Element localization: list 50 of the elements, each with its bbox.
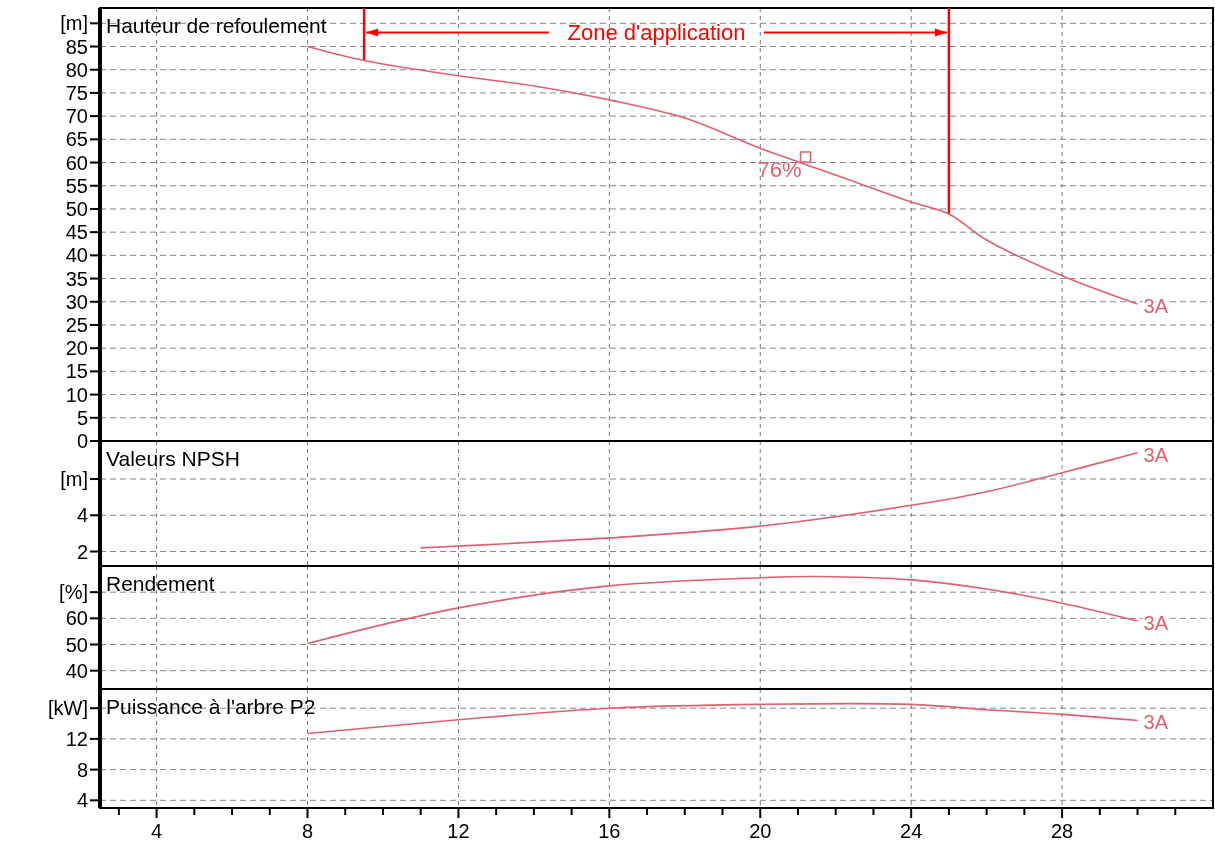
chart-title: Valeurs NPSH [106,447,240,471]
chart-title: Puissance à l'arbre P2 [106,695,316,719]
y-tick-label: 8 [76,758,88,781]
annotation: Zone d'application [567,20,746,46]
series-label: 3A [1143,711,1169,734]
y-tick-label: 45 [65,221,88,244]
y-tick-label: 12 [65,727,88,750]
line-series [419,451,1139,549]
y-tick-label: 0 [76,430,88,452]
y-tick-label: 40 [65,659,88,682]
chart-title: Hauteur de refoulement [106,14,327,38]
y-tick-label: [m] [60,12,88,35]
line-series [306,45,1139,305]
series-label: 3A [1143,295,1169,318]
y-tick-label: 55 [65,174,88,197]
series-label: 3A [1143,611,1169,634]
x-tick-label: 24 [900,820,923,842]
x-tick-label: 16 [598,820,621,842]
y-tick-label: 4 [76,789,88,812]
y-tick-label: 10 [65,383,88,406]
y-tick-label: 85 [65,35,88,58]
y-tick-label: [m] [60,468,88,491]
y-tick-label: 80 [65,58,88,81]
y-tick-label: 60 [65,607,88,630]
y-tick-label: 20 [65,337,88,360]
y-tick-label: 75 [65,81,88,104]
y-tick-label: 15 [65,360,88,383]
y-tick-label: 50 [65,197,88,220]
chart-title: Rendement [106,572,215,596]
y-tick-label: [%] [59,581,88,604]
x-tick-label: 8 [301,820,314,842]
y-tick-label: 60 [65,151,88,174]
x-tick-label: 20 [749,820,772,842]
y-tick-label: 4 [76,504,88,527]
y-tick-label: 50 [65,633,88,656]
y-tick-label: 35 [65,267,88,290]
y-tick-label: 65 [65,128,88,151]
y-tick-label: 5 [76,406,88,429]
annotation: 76% [757,156,802,182]
x-tick-label: 28 [1050,820,1074,842]
series-label: 3A [1143,443,1169,466]
x-tick-label: 4 [151,820,163,842]
y-tick-label: 2 [76,540,88,563]
y-tick-label: 30 [65,290,88,313]
y-tick-label: 40 [65,244,88,267]
x-tick-label: 12 [447,820,470,842]
y-tick-label: [kW] [48,697,88,720]
line-series [306,575,1139,645]
y-tick-label: 25 [65,313,88,336]
y-tick-label: 70 [65,105,88,128]
